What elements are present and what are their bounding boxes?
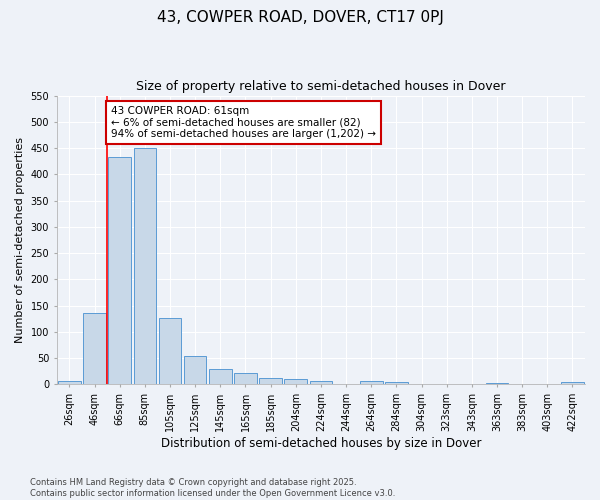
Bar [284,379,307,384]
Text: 43 COWPER ROAD: 61sqm
← 6% of semi-detached houses are smaller (82)
94% of semi-: 43 COWPER ROAD: 61sqm ← 6% of semi-detac… [111,106,376,140]
Bar [360,382,383,384]
Y-axis label: Number of semi-detached properties: Number of semi-detached properties [15,137,25,343]
Bar [385,382,407,384]
Bar [134,148,156,384]
Bar [310,382,332,384]
X-axis label: Distribution of semi-detached houses by size in Dover: Distribution of semi-detached houses by … [161,437,481,450]
Bar [58,381,81,384]
Bar [158,318,181,384]
Title: Size of property relative to semi-detached houses in Dover: Size of property relative to semi-detach… [136,80,506,93]
Text: 43, COWPER ROAD, DOVER, CT17 0PJ: 43, COWPER ROAD, DOVER, CT17 0PJ [157,10,443,25]
Bar [561,382,584,384]
Bar [109,157,131,384]
Bar [83,313,106,384]
Bar [184,356,206,384]
Bar [485,383,508,384]
Bar [259,378,282,384]
Text: Contains HM Land Registry data © Crown copyright and database right 2025.
Contai: Contains HM Land Registry data © Crown c… [30,478,395,498]
Bar [209,368,232,384]
Bar [234,373,257,384]
